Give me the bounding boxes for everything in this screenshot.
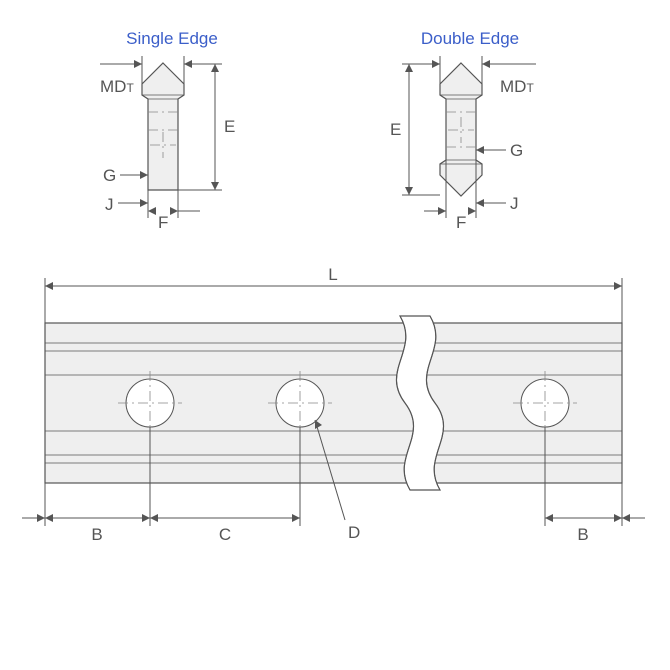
rail-l-label: L — [328, 265, 337, 284]
single-edge-body — [142, 63, 184, 190]
single-edge-title: Single Edge — [126, 29, 218, 48]
double-mdt-label: MDT — [500, 77, 534, 96]
single-mdt-label: MDT — [100, 77, 134, 96]
single-e-label: E — [224, 117, 235, 136]
rail-b-left-label: B — [91, 525, 102, 544]
rail-b-right-label: B — [577, 525, 588, 544]
double-edge-title: Double Edge — [421, 29, 519, 48]
double-f-label: F — [456, 213, 466, 232]
rail-d-label: D — [348, 523, 360, 542]
single-g-label: G — [103, 166, 116, 185]
rail-side-view: L B — [22, 265, 645, 544]
double-e-label: E — [390, 120, 401, 139]
single-j-label: J — [105, 195, 114, 214]
double-j-label: J — [510, 194, 519, 213]
rail-c-label: C — [219, 525, 231, 544]
single-edge-profile: Single Edge MDT E G — [100, 29, 235, 232]
technical-drawing: Single Edge MDT E G — [0, 0, 670, 670]
double-g-label: G — [510, 141, 523, 160]
single-f-label: F — [158, 213, 168, 232]
double-edge-profile: Double Edge MDT E G — [390, 29, 536, 232]
